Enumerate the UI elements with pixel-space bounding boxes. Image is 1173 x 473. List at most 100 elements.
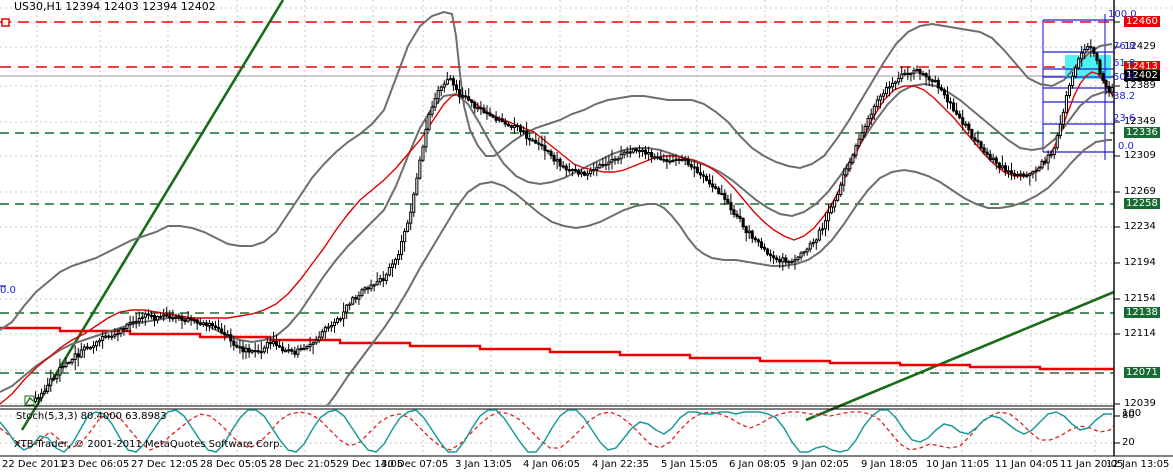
candle-body[interactable] [372,284,376,287]
candle-body[interactable] [1006,170,1011,173]
candle-body[interactable] [119,328,123,334]
candle-body[interactable] [1092,47,1096,54]
candle-body[interactable] [790,260,794,263]
candle-body[interactable] [997,162,1001,169]
candle-body[interactable] [220,328,224,334]
candle-body[interactable] [766,248,770,255]
candle-body[interactable] [610,159,614,163]
candle-body[interactable] [753,237,757,241]
candle-body[interactable] [393,258,397,265]
candle-body[interactable] [769,253,773,257]
candle-body[interactable] [275,341,279,347]
candle-body[interactable] [278,345,282,348]
candle-body[interactable] [186,318,190,322]
candle-body[interactable] [137,318,141,322]
fib-level-23-6[interactable]: 23.6 [1113,113,1136,124]
candle-body[interactable] [933,79,937,83]
candle-body[interactable] [473,101,477,109]
candle-body[interactable] [296,348,300,355]
candle-body[interactable] [796,256,800,261]
candle-body[interactable] [1095,52,1099,61]
candle-body[interactable] [775,257,779,261]
candle-body[interactable] [363,287,367,291]
candle-body[interactable] [415,177,419,195]
candle-body[interactable] [198,322,202,325]
candle-body[interactable] [665,159,669,162]
candle-body[interactable] [165,314,169,317]
candle-body[interactable] [738,215,742,219]
candle-body[interactable] [772,255,776,259]
candle-body[interactable] [1061,111,1065,125]
candle-body[interactable] [320,331,324,338]
candle-body[interactable] [326,326,330,329]
candle-body[interactable] [1080,52,1084,60]
candle-body[interactable] [217,326,221,330]
candle-body[interactable] [479,107,483,110]
candle-body[interactable] [967,123,971,131]
candle-body[interactable] [814,239,818,243]
candle-body[interactable] [91,345,96,349]
candle-body[interactable] [293,350,297,355]
candle-body[interactable] [955,110,959,115]
candle-body[interactable] [1107,85,1111,93]
candle-body[interactable] [1083,48,1087,54]
candle-body[interactable] [1086,46,1090,50]
candle-body[interactable] [1077,58,1081,69]
candle-body[interactable] [741,217,745,228]
candle-body[interactable] [878,95,882,101]
candle-body[interactable] [448,78,452,81]
candle-body[interactable] [177,316,181,319]
candle-body[interactable] [869,113,873,119]
candle-body[interactable] [827,212,831,222]
candle-body[interactable] [884,86,889,95]
candle-body[interactable] [988,153,992,161]
candle-body[interactable] [104,335,108,338]
candle-body[interactable] [67,361,71,365]
candle-body[interactable] [46,384,50,392]
candle-body[interactable] [509,125,513,128]
candle-body[interactable] [458,89,462,97]
candle-body[interactable] [692,166,696,169]
candle-body[interactable] [156,316,160,321]
candle-body[interactable] [503,121,507,125]
candle-body[interactable] [244,347,248,353]
candle-body[interactable] [860,132,864,140]
candle-body[interactable] [281,346,285,352]
candle-body[interactable] [226,334,230,337]
candle-body[interactable] [759,241,764,248]
candle-body[interactable] [668,160,672,163]
candle-body[interactable] [720,192,724,196]
candle-body[interactable] [915,69,919,72]
candle-body[interactable] [1040,160,1044,169]
candle-body[interactable] [116,333,120,336]
candle-body[interactable] [622,151,626,155]
candle-body[interactable] [701,174,706,177]
candle-body[interactable] [64,362,68,367]
candle-body[interactable] [592,169,596,172]
candle-body[interactable] [820,228,825,231]
candle-body[interactable] [784,257,788,263]
candle-body[interactable] [1022,173,1026,177]
candle-body[interactable] [793,259,797,262]
candle-body[interactable] [88,347,93,350]
candle-body[interactable] [174,316,178,319]
candle-body[interactable] [311,342,315,345]
candle-body[interactable] [781,257,785,263]
candle-body[interactable] [866,118,870,128]
candle-body[interactable] [235,344,239,348]
candle-body[interactable] [418,159,422,179]
fib-level-100-0[interactable]: 100.0 [1108,9,1137,20]
candle-body[interactable] [101,336,105,341]
candle-body[interactable] [192,318,196,321]
candle-body[interactable] [637,150,642,153]
candle-body[interactable] [647,152,651,155]
candle-body[interactable] [808,243,812,250]
candle-body[interactable] [924,73,928,78]
candle-body[interactable] [872,105,876,115]
candle-body[interactable] [1031,171,1035,175]
candle-body[interactable] [906,72,910,76]
price-tick-12071[interactable]: 12071 [1124,367,1160,378]
candle-body[interactable] [384,274,388,281]
candle-body[interactable] [631,148,635,153]
candle-body[interactable] [253,350,257,353]
